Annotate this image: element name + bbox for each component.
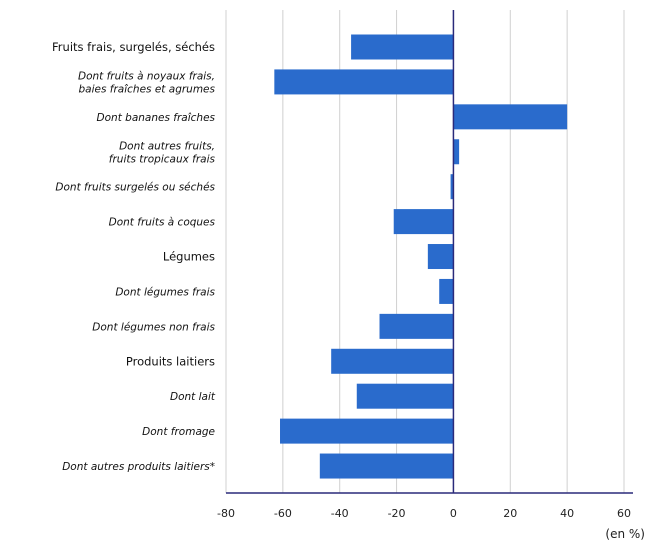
- category-label: Dont autres fruits,: [119, 140, 215, 152]
- category-label: Dont fromage: [142, 426, 215, 438]
- x-tick-label: 20: [503, 507, 517, 520]
- bar: [280, 418, 454, 444]
- category-label: fruits tropicaux frais: [109, 153, 216, 165]
- bar: [450, 174, 454, 200]
- category-label: Produits laitiers: [126, 354, 215, 368]
- category-label: Dont bananes fraîches: [97, 112, 216, 124]
- x-tick-label: 60: [617, 507, 631, 520]
- x-tick-label: -60: [274, 507, 292, 520]
- category-label: Fruits frais, surgelés, séchés: [52, 40, 215, 54]
- axes: [226, 10, 633, 494]
- bar: [274, 69, 454, 95]
- category-label: Dont fruits surgelés ou séchés: [55, 182, 215, 194]
- x-tick-label: -40: [331, 507, 349, 520]
- category-label: Dont légumes non frais: [92, 321, 215, 333]
- bar: [393, 209, 454, 235]
- bar: [439, 278, 454, 304]
- category-label: Dont fruits à noyaux frais,: [78, 70, 215, 82]
- category-label: Dont légumes frais: [115, 286, 215, 298]
- category-label: Légumes: [163, 250, 215, 264]
- x-tick-label: -80: [217, 507, 235, 520]
- bar: [356, 383, 454, 409]
- category-label: Dont fruits à coques: [109, 217, 216, 229]
- bar: [351, 34, 454, 60]
- unit-label: (en %): [605, 527, 645, 541]
- category-label: Dont lait: [170, 391, 216, 403]
- bar: [331, 348, 454, 374]
- category-label: baies fraîches et agrumes: [79, 83, 216, 95]
- x-tick-label: 0: [450, 507, 457, 520]
- x-tick-label: 40: [560, 507, 574, 520]
- bar: [453, 139, 460, 165]
- category-labels: Fruits frais, surgelés, séchés Dont fruit…: [52, 40, 216, 473]
- bar: [427, 244, 454, 270]
- bar: [319, 453, 454, 479]
- x-tick-label: -20: [388, 507, 406, 520]
- bar: [379, 313, 454, 339]
- x-tick-labels: -80 -60 -40 -20 0 20 40 60: [217, 507, 631, 520]
- bar: [453, 104, 568, 130]
- category-label: Dont autres produits laitiers*: [62, 461, 215, 473]
- bars: [274, 34, 568, 479]
